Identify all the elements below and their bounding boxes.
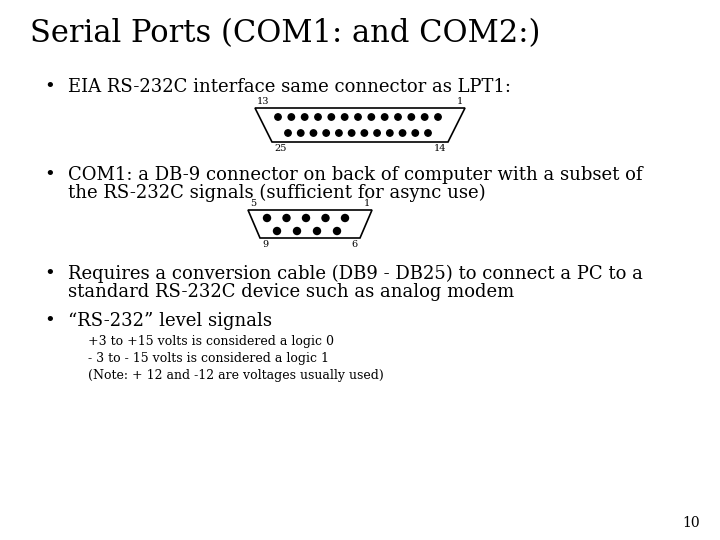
- Circle shape: [374, 130, 380, 136]
- Text: •: •: [45, 78, 55, 96]
- Circle shape: [387, 130, 393, 136]
- Text: 9: 9: [262, 240, 268, 249]
- Text: •: •: [45, 166, 55, 184]
- Circle shape: [288, 114, 294, 120]
- Circle shape: [264, 214, 271, 221]
- Circle shape: [408, 114, 415, 120]
- Circle shape: [315, 114, 321, 120]
- Text: (Note: + 12 and -12 are voltages usually used): (Note: + 12 and -12 are voltages usually…: [88, 369, 384, 382]
- Circle shape: [382, 114, 388, 120]
- Text: standard RS-232C device such as analog modem: standard RS-232C device such as analog m…: [68, 283, 514, 301]
- Circle shape: [294, 227, 300, 234]
- Circle shape: [421, 114, 428, 120]
- Circle shape: [297, 130, 304, 136]
- Text: 14: 14: [433, 144, 446, 153]
- Text: •: •: [45, 312, 55, 330]
- Text: 13: 13: [257, 97, 269, 106]
- Text: 1: 1: [364, 199, 370, 208]
- Text: 6: 6: [352, 240, 358, 249]
- Text: 1: 1: [456, 97, 463, 106]
- Circle shape: [328, 114, 335, 120]
- Circle shape: [341, 214, 348, 221]
- Circle shape: [275, 114, 282, 120]
- Text: •: •: [45, 265, 55, 283]
- Circle shape: [336, 130, 342, 136]
- Text: EIA RS-232C interface same connector as LPT1:: EIA RS-232C interface same connector as …: [68, 78, 511, 96]
- Circle shape: [323, 130, 329, 136]
- Circle shape: [341, 114, 348, 120]
- Circle shape: [310, 130, 317, 136]
- Circle shape: [283, 214, 290, 221]
- Text: 5: 5: [250, 199, 256, 208]
- Circle shape: [313, 227, 320, 234]
- Circle shape: [435, 114, 441, 120]
- Circle shape: [302, 214, 310, 221]
- Text: COM1: a DB-9 connector on back of computer with a subset of: COM1: a DB-9 connector on back of comput…: [68, 166, 642, 184]
- Text: 25: 25: [274, 144, 287, 153]
- Text: - 3 to - 15 volts is considered a logic 1: - 3 to - 15 volts is considered a logic …: [88, 352, 329, 365]
- Circle shape: [333, 227, 341, 234]
- Circle shape: [322, 214, 329, 221]
- Circle shape: [361, 130, 368, 136]
- Text: “RS-232” level signals: “RS-232” level signals: [68, 312, 272, 330]
- Circle shape: [348, 130, 355, 136]
- Circle shape: [285, 130, 291, 136]
- Circle shape: [400, 130, 406, 136]
- Circle shape: [302, 114, 308, 120]
- Circle shape: [274, 227, 281, 234]
- Circle shape: [425, 130, 431, 136]
- Circle shape: [395, 114, 401, 120]
- Circle shape: [368, 114, 374, 120]
- Text: Serial Ports (COM1: and COM2:): Serial Ports (COM1: and COM2:): [30, 18, 541, 49]
- Text: Requires a conversion cable (DB9 - DB25) to connect a PC to a: Requires a conversion cable (DB9 - DB25)…: [68, 265, 643, 284]
- Circle shape: [412, 130, 418, 136]
- Text: 10: 10: [683, 516, 700, 530]
- Text: +3 to +15 volts is considered a logic 0: +3 to +15 volts is considered a logic 0: [88, 335, 334, 348]
- Circle shape: [355, 114, 361, 120]
- Text: the RS-232C signals (sufficient for async use): the RS-232C signals (sufficient for asyn…: [68, 184, 485, 202]
